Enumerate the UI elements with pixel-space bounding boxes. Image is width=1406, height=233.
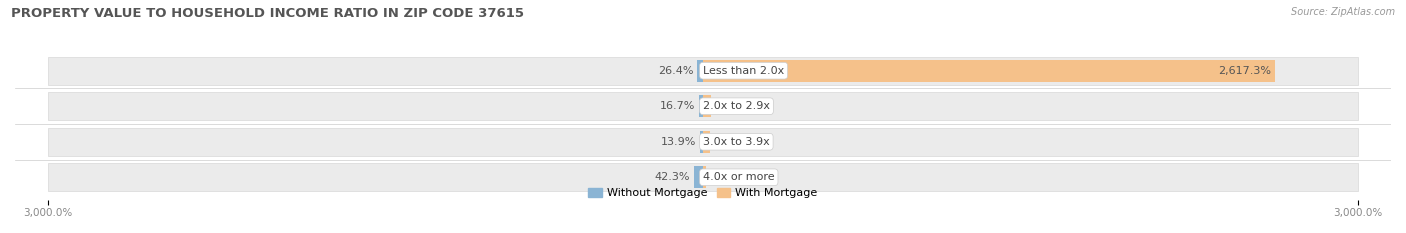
Text: 35.3%: 35.3% [714,101,749,111]
Bar [703,60,1275,82]
Text: 2.0x to 2.9x: 2.0x to 2.9x [703,101,770,111]
Bar [703,95,710,117]
Text: 3.0x to 3.9x: 3.0x to 3.9x [703,137,769,147]
Bar [48,127,1358,156]
Text: 42.3%: 42.3% [654,172,690,182]
Text: 16.7%: 16.7% [659,101,696,111]
Bar [699,95,703,117]
Text: Less than 2.0x: Less than 2.0x [703,66,785,76]
Bar [48,56,1358,85]
Text: 2,617.3%: 2,617.3% [1218,66,1271,76]
Bar [48,92,1358,120]
Text: 26.4%: 26.4% [658,66,693,76]
Text: PROPERTY VALUE TO HOUSEHOLD INCOME RATIO IN ZIP CODE 37615: PROPERTY VALUE TO HOUSEHOLD INCOME RATIO… [11,7,524,20]
Bar [700,131,703,153]
Text: 4.0x or more: 4.0x or more [703,172,775,182]
Bar [693,166,703,188]
Legend: Without Mortgage, With Mortgage: Without Mortgage, With Mortgage [583,183,823,202]
Text: 13.9%: 13.9% [661,137,696,147]
Bar [697,60,703,82]
Bar [703,166,706,188]
Text: Source: ZipAtlas.com: Source: ZipAtlas.com [1291,7,1395,17]
Text: 15.0%: 15.0% [710,172,745,182]
Text: 30.9%: 30.9% [714,137,749,147]
Bar [48,163,1358,192]
Bar [703,131,710,153]
